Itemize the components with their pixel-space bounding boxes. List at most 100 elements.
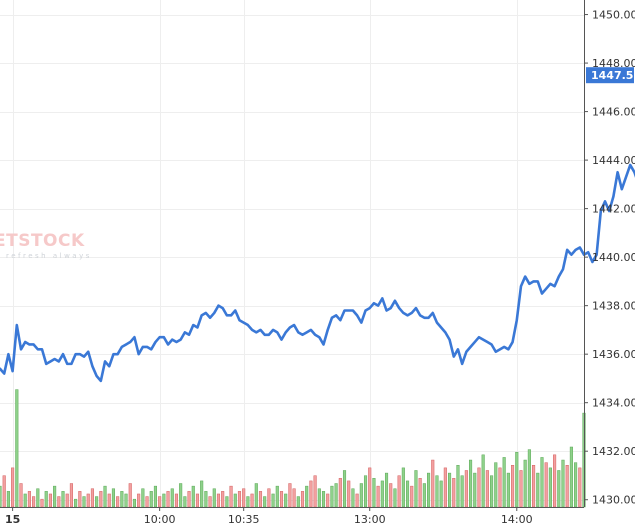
y-tick-label: 1430.00 (592, 494, 635, 507)
volume-bar (250, 493, 254, 508)
volume-bar (284, 493, 288, 508)
last-price-label: 1447.50 (591, 69, 635, 82)
volume-bar (448, 472, 452, 508)
volume-bar (380, 480, 384, 508)
volume-bar (435, 475, 439, 508)
volume-bar (498, 467, 502, 508)
volume-bar (574, 462, 578, 508)
volume-bar (2, 475, 6, 508)
volume-bar (427, 472, 431, 508)
volume-bar (502, 457, 506, 508)
y-tick-label: 1446.00 (592, 106, 635, 119)
volume-bar (372, 478, 376, 508)
volume-bar (36, 488, 40, 508)
volume-bar (464, 470, 468, 508)
volume-bar (473, 472, 477, 508)
volume-bar (221, 491, 225, 508)
y-axis: 1430.00 1432.00 1434.00 1436.00 1438.00 1440.… (584, 0, 635, 507)
volume-bar (456, 465, 460, 508)
volume-bar (99, 491, 103, 508)
volume-bar (200, 480, 204, 508)
volume-bar (321, 491, 326, 508)
volume-bar (548, 467, 552, 508)
volume-bar (452, 478, 456, 508)
x-tick-label: 10:35 (228, 513, 260, 526)
x-tick-label: 14:00 (501, 513, 533, 526)
volume-bar (384, 472, 389, 508)
volume-bar (179, 483, 183, 508)
volume-bar (170, 488, 174, 508)
volume-bar (44, 491, 48, 508)
x-tick-label: 13:00 (354, 513, 386, 526)
volume-bar (540, 457, 544, 508)
volume-bar (229, 485, 233, 508)
volume-bar (162, 493, 166, 508)
volume-bar (86, 493, 90, 508)
volume-bar (296, 496, 300, 508)
volume-bar (183, 496, 187, 508)
volume-bar (258, 491, 263, 508)
volume-bar (57, 496, 61, 508)
volume-bar (494, 462, 498, 508)
volume-bar (40, 498, 44, 508)
volume-bar (216, 493, 221, 508)
volume-bar (271, 493, 275, 508)
volume-bar (11, 467, 15, 508)
volume-bar (515, 451, 519, 508)
volume-bar (544, 462, 548, 508)
volume-bar (376, 485, 380, 508)
volume-bar (48, 493, 52, 508)
volume-bar (527, 449, 531, 508)
volume-bar (246, 496, 250, 508)
volume-bar (317, 488, 321, 508)
volume-bar (418, 478, 422, 508)
volume-bar (208, 496, 212, 508)
volume-bar (569, 446, 573, 508)
volume-bar (578, 467, 582, 508)
volume-bar (490, 475, 494, 508)
volume-bar (23, 493, 27, 508)
volume-bar (65, 493, 69, 508)
volume-bar (389, 483, 393, 508)
volume-bar (141, 488, 145, 508)
volume-bar (443, 467, 447, 508)
volume-bar (204, 491, 208, 508)
watermark-brand: ETSTOCK (0, 231, 85, 251)
volume-bar (95, 496, 99, 508)
volume-bar (511, 465, 515, 508)
volume-bar (519, 470, 523, 508)
volume-bar (254, 483, 258, 508)
volume-bars (0, 389, 586, 508)
volume-bar (6, 491, 10, 508)
volume-bar (405, 480, 410, 508)
x-tick-label: 15 (5, 513, 20, 526)
volume-bar (174, 493, 179, 508)
volume-bar (477, 467, 481, 508)
volume-bar (116, 496, 120, 508)
volume-bar (267, 488, 271, 508)
volume-bar (359, 483, 363, 508)
volume-bar (279, 491, 284, 508)
y-tick-label: 1442.00 (592, 203, 635, 216)
volume-bar (263, 496, 267, 508)
volume-bar (233, 493, 237, 508)
volume-bar (82, 496, 86, 508)
volume-bar (410, 485, 414, 508)
last-price-tag-background (586, 67, 634, 84)
volume-bar (334, 483, 338, 508)
volume-bar (74, 498, 78, 508)
watermark-logo: ETSTOCK refresh always (0, 231, 89, 260)
volume-bar (153, 485, 157, 508)
y-tick-label: 1448.00 (592, 57, 635, 70)
volume-bar (137, 493, 141, 508)
volume-bar (300, 491, 305, 508)
volume-bar (195, 493, 200, 508)
grid (0, 0, 584, 507)
price-line (0, 163, 635, 383)
volume-bar (275, 485, 279, 508)
volume-bar (90, 488, 94, 508)
volume-bar (132, 498, 136, 508)
y-tick-label: 1440.00 (592, 251, 635, 264)
